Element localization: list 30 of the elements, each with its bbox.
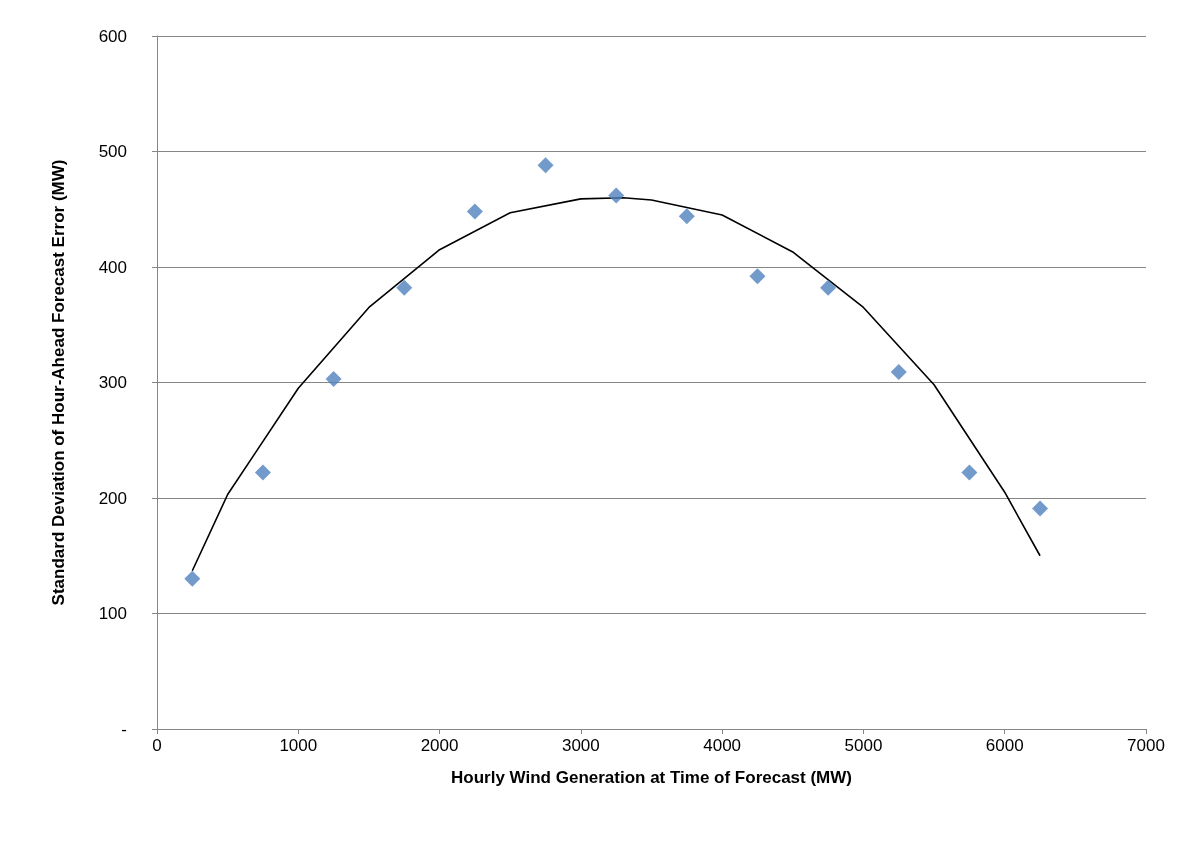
y-tick-label: 300	[98, 373, 127, 392]
point	[466, 203, 483, 220]
x-axis-title: Hourly Wind Generation at Time of Forecast (MW)	[451, 768, 852, 787]
x-tick-label: 3000	[561, 736, 600, 755]
x-tick-label: 0	[152, 736, 162, 755]
y-tick-label: 400	[98, 257, 127, 277]
y-axis-title: Standard Deviation of Hour-Ahead Forecast Error (MW)	[49, 159, 68, 606]
point	[820, 279, 837, 296]
x-tick-label: 2000	[420, 736, 459, 755]
x-tick-label: 1000	[279, 736, 318, 755]
x-tick-label: 4000	[703, 736, 742, 755]
point	[396, 279, 413, 296]
y-tick-label: 500	[98, 142, 127, 161]
point	[749, 268, 766, 285]
x-tick-label: 5000	[844, 736, 883, 755]
point	[890, 364, 907, 381]
point	[537, 157, 554, 174]
y-tick-label: 100	[98, 604, 127, 623]
point	[325, 371, 342, 388]
point	[608, 187, 625, 204]
x-tick-label: 6000	[985, 736, 1024, 755]
point	[678, 208, 695, 225]
point	[1032, 500, 1049, 517]
y-tick-label: -	[121, 719, 127, 739]
point	[254, 464, 271, 481]
x-tick-label: 7000	[1127, 736, 1165, 755]
point	[961, 464, 978, 481]
y-tick-label: 200	[98, 488, 127, 508]
y-tick-label: 600	[98, 26, 127, 46]
point	[184, 570, 201, 587]
